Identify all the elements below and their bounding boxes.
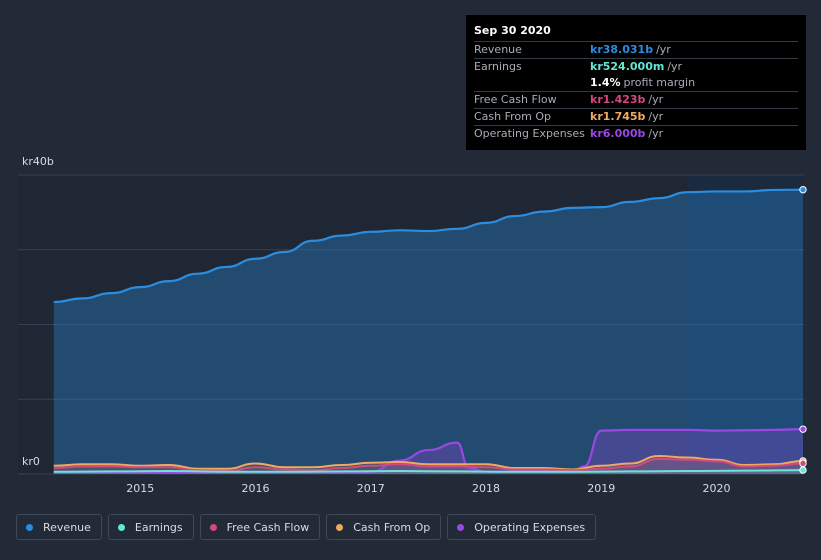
tooltip-label (474, 75, 590, 91)
legend-item-earnings[interactable]: Earnings (107, 514, 194, 540)
legend-dot-icon (26, 523, 33, 531)
legend-label: Free Cash Flow (226, 520, 310, 534)
x-tick-label: 2018 (472, 482, 500, 495)
chart-legend: Revenue Earnings Free Cash Flow Cash Fro… (16, 514, 597, 540)
y-axis-bottom-label: kr0 (22, 455, 40, 468)
tooltip-label: Operating Expenses (474, 127, 585, 140)
x-tick-label: 2015 (126, 482, 154, 495)
legend-dot-icon (117, 523, 125, 531)
tooltip-unit: profit margin (623, 76, 696, 89)
tooltip-row-revenue: Revenue kr38.031b /yr (474, 41, 798, 58)
grid-lines (18, 174, 804, 475)
tooltip-row-cfo: Cash From Op kr1.745b /yr (474, 108, 798, 125)
tooltip-row-opex: Operating Expenses kr6.000b /yr (474, 125, 798, 142)
legend-label: Revenue (43, 520, 91, 534)
x-tick-label: 2019 (587, 482, 615, 495)
tooltip-value: kr1.423b (590, 93, 646, 106)
marker-revenue (799, 186, 807, 194)
x-tick-label: 2016 (241, 482, 269, 495)
tooltip-unit: /yr (648, 127, 664, 140)
legend-item-revenue[interactable]: Revenue (16, 514, 102, 540)
line-earnings (53, 469, 804, 473)
y-axis-top-label: kr40b (22, 155, 54, 168)
legend-dot-icon (457, 523, 465, 531)
tooltip-unit: /yr (656, 43, 671, 56)
tooltip-label: Earnings (474, 60, 522, 73)
tooltip-unit: /yr (648, 93, 664, 106)
data-tooltip: Sep 30 2020 Revenue kr38.031b /yr Earnin… (466, 15, 806, 150)
tooltip-row-margin: 1.4% profit margin (474, 75, 798, 91)
tooltip-row-earnings: Earnings kr524.000m /yr (474, 58, 798, 75)
tooltip-label: Revenue (474, 43, 522, 56)
tooltip-value: kr6.000b (590, 127, 646, 140)
legend-item-free-cash-flow[interactable]: Free Cash Flow (199, 514, 321, 540)
tooltip-value: kr524.000m (590, 60, 665, 73)
legend-label: Cash From Op (353, 520, 431, 534)
series-lines (53, 188, 804, 474)
area-revenue (53, 189, 803, 475)
tooltip-label: Cash From Op (474, 110, 552, 123)
line-revenue (53, 188, 804, 304)
legend-item-operating-expenses[interactable]: Operating Expenses (447, 514, 597, 540)
legend-label: Earnings (134, 520, 183, 534)
tooltip-date: Sep 30 2020 (474, 24, 551, 37)
tooltip-unit: /yr (667, 60, 683, 73)
tooltip-unit: /yr (648, 110, 664, 123)
tooltip-value: kr38.031b (590, 43, 654, 56)
marker-earnings (799, 466, 807, 474)
x-tick-label: 2020 (703, 482, 731, 495)
line-cash-from-op (53, 455, 804, 471)
marker-free-cash-flow (799, 459, 807, 468)
legend-dot-icon (209, 523, 217, 531)
legend-item-cash-from-op[interactable]: Cash From Op (326, 514, 442, 540)
area-operating-expenses (53, 429, 803, 474)
marker-operating-expenses (799, 425, 807, 433)
x-axis-ticks: 2015 2016 2017 2018 2019 2020 (126, 482, 730, 495)
legend-label: Operating Expenses (474, 520, 586, 534)
tooltip-label: Free Cash Flow (474, 93, 557, 106)
tooltip-value: kr1.745b (590, 110, 646, 123)
line-free-cash-flow (53, 458, 804, 473)
tooltip-row-fcf: Free Cash Flow kr1.423b /yr (474, 91, 798, 108)
line-operating-expenses (53, 428, 804, 474)
tooltip-value: 1.4% (590, 76, 621, 89)
end-markers (799, 186, 807, 474)
x-tick-label: 2017 (357, 482, 385, 495)
legend-dot-icon (336, 523, 344, 531)
